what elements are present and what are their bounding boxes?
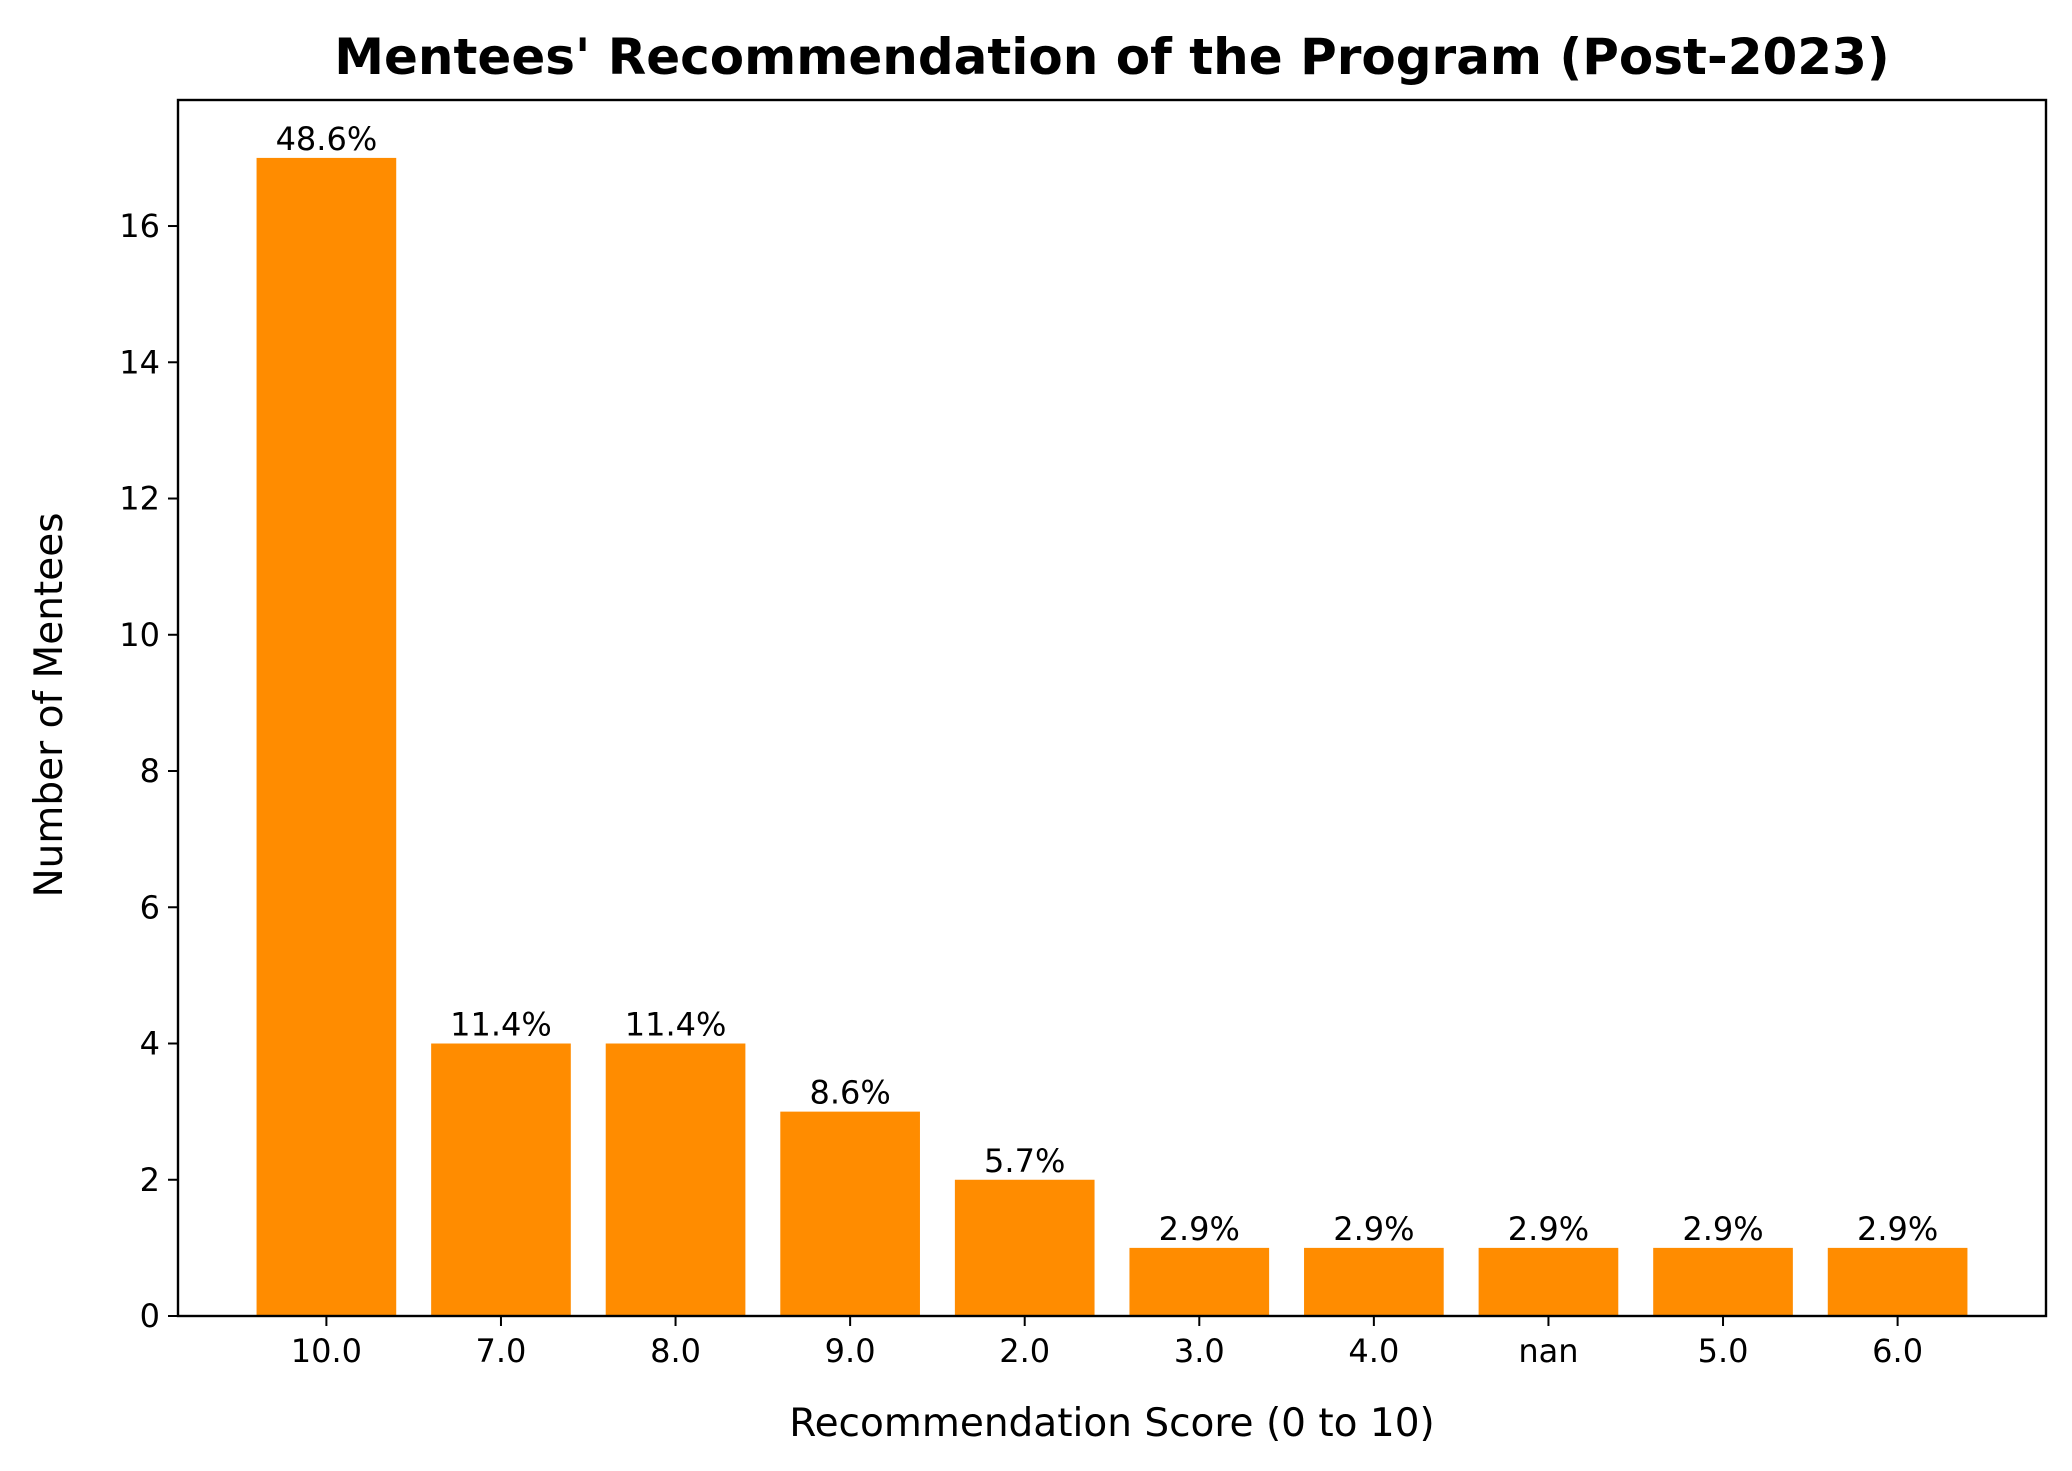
- bar-2: [605, 1043, 746, 1316]
- y-tick-label: 12: [119, 480, 160, 518]
- bar-7: [1478, 1247, 1619, 1316]
- x-axis: 10.0 7.0 8.0 9.0 2.0 3.0 4.0 nan 5.0 6.0: [291, 1316, 1923, 1370]
- bar-6: [1304, 1247, 1444, 1316]
- x-tick-label: 10.0: [291, 1332, 362, 1370]
- bar-value-label: 48.6%: [276, 120, 378, 158]
- y-axis-label: Number of Mentees: [27, 512, 72, 897]
- plot-frame: [176, 98, 2048, 1318]
- bar-value-label: 11.4%: [625, 1006, 727, 1044]
- x-axis-label: Recommendation Score (0 to 10): [789, 1401, 1435, 1446]
- y-tick-label: 6: [140, 888, 160, 926]
- bar-value-label: 5.7%: [984, 1142, 1065, 1180]
- bar-5: [1129, 1247, 1270, 1316]
- y-tick-label: 2: [140, 1161, 160, 1199]
- x-tick-label: 4.0: [1348, 1332, 1399, 1370]
- bar-value-label: 8.6%: [809, 1074, 890, 1112]
- y-axis: 0 2 4 6 8 10 12 14 16: [119, 207, 178, 1335]
- x-tick-label: 6.0: [1872, 1332, 1923, 1370]
- y-tick-label: 4: [140, 1025, 160, 1063]
- bar-value-label: 11.4%: [450, 1006, 552, 1044]
- bar-3: [780, 1111, 920, 1316]
- bar-9: [1827, 1247, 1968, 1316]
- x-tick-label: 2.0: [999, 1332, 1050, 1370]
- x-tick-label: 7.0: [476, 1332, 527, 1370]
- bar-value-label: 2.9%: [1333, 1210, 1414, 1248]
- value-labels-group: 48.6% 11.4% 11.4% 8.6% 5.7% 2.9% 2.9% 2.9% 2.9% 2…: [276, 120, 1939, 1248]
- bars-group: [256, 157, 1968, 1316]
- chart-title: Mentees' Recommendation of the Program (…: [334, 28, 1889, 86]
- y-tick-label: 0: [140, 1297, 160, 1335]
- bar-value-label: 2.9%: [1857, 1210, 1938, 1248]
- x-tick-label: 5.0: [1698, 1332, 1749, 1370]
- y-tick-label: 8: [140, 752, 160, 790]
- x-tick-label: nan: [1518, 1332, 1578, 1370]
- bar-4: [954, 1179, 1095, 1316]
- y-tick-label: 10: [119, 616, 160, 654]
- bar-value-label: 2.9%: [1682, 1210, 1763, 1248]
- x-tick-label: 8.0: [650, 1332, 701, 1370]
- y-tick-label: 14: [119, 343, 160, 381]
- bar-1: [431, 1043, 571, 1316]
- bar-8: [1653, 1247, 1793, 1316]
- y-tick-label: 16: [119, 207, 160, 245]
- x-tick-label: 9.0: [825, 1332, 876, 1370]
- bar-value-label: 2.9%: [1159, 1210, 1240, 1248]
- x-tick-label: 3.0: [1174, 1332, 1225, 1370]
- bar-value-label: 2.9%: [1508, 1210, 1589, 1248]
- bar-0: [256, 157, 397, 1316]
